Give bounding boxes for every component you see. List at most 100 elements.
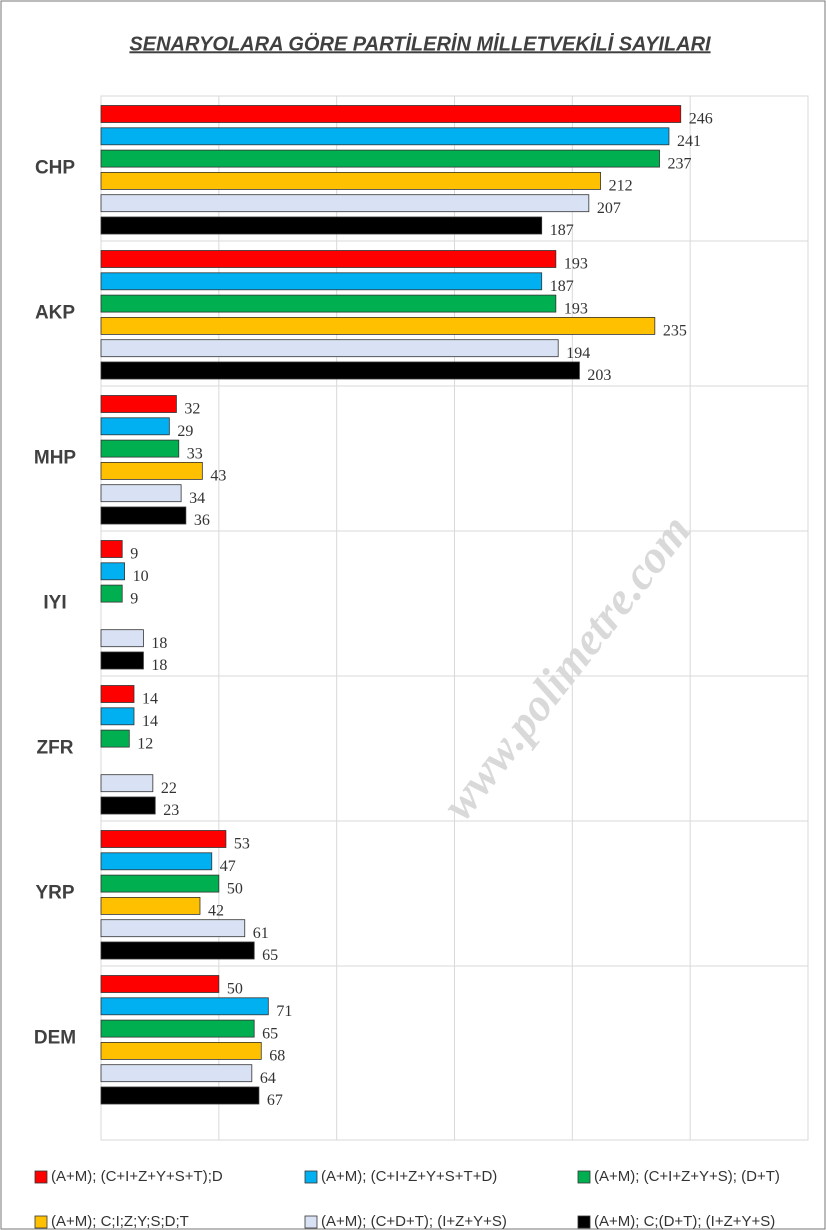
value-label: 203 (587, 367, 611, 384)
value-label: 187 (550, 278, 574, 295)
value-label: 34 (189, 490, 205, 507)
bar (100, 171, 602, 190)
bar (100, 941, 255, 960)
value-label: 65 (262, 1025, 278, 1042)
category-label: IYI (43, 593, 66, 614)
legend-swatch (304, 1170, 318, 1184)
bar (100, 830, 227, 848)
bar (100, 395, 177, 413)
bar (100, 629, 144, 648)
value-label: 246 (689, 111, 713, 128)
category-label: DEM (34, 1028, 76, 1049)
bar (100, 216, 543, 235)
bar (100, 127, 670, 146)
value-label: 22 (161, 780, 177, 797)
bar (100, 484, 182, 503)
value-label: 9 (130, 590, 138, 607)
value-label: 50 (227, 880, 243, 897)
value-label: 33 (187, 445, 203, 462)
value-label: 212 (609, 178, 633, 195)
value-label: 43 (210, 468, 226, 485)
bar (100, 975, 220, 993)
value-label: 71 (276, 1003, 292, 1020)
bar (100, 897, 201, 915)
value-label: 207 (597, 200, 621, 217)
legend-swatch (577, 1170, 591, 1184)
value-label: 193 (564, 300, 588, 317)
bar (100, 1086, 260, 1105)
value-label: 36 (194, 512, 210, 529)
value-label: 68 (269, 1048, 285, 1065)
bar (100, 439, 180, 458)
value-label: 61 (253, 925, 269, 942)
bar (100, 707, 135, 726)
bar (100, 506, 187, 525)
value-label: 18 (151, 657, 167, 674)
bar (100, 149, 660, 168)
value-label: 23 (163, 802, 179, 819)
bar (100, 584, 123, 603)
bar (100, 361, 580, 380)
bar (100, 194, 590, 213)
value-label: 237 (668, 155, 692, 172)
category-label: AKP (35, 303, 75, 324)
legend-swatch (304, 1215, 318, 1229)
value-label: 9 (130, 546, 138, 563)
bar (100, 1064, 253, 1083)
bar (100, 540, 123, 558)
legend-swatch (577, 1215, 591, 1229)
value-label: 14 (142, 691, 158, 708)
value-label: 187 (550, 222, 574, 239)
bar (100, 294, 557, 313)
value-label: 18 (151, 635, 167, 652)
value-label: 29 (177, 423, 193, 440)
value-label: 47 (220, 858, 236, 875)
legend-label: (A+M); (C+D+T); (I+Z+Y+S) (321, 1213, 507, 1230)
value-label: 64 (260, 1070, 276, 1087)
bar (100, 250, 557, 268)
bar (100, 874, 220, 893)
legend-label: (A+M); C;(D+T); (I+Z+Y+S) (594, 1213, 775, 1230)
bar (100, 339, 559, 358)
bar (100, 685, 135, 703)
category-label: YRP (35, 883, 74, 904)
legend-swatch (34, 1170, 48, 1184)
bar (100, 729, 130, 748)
bar (100, 272, 543, 291)
value-label: 241 (677, 133, 701, 150)
bar (100, 852, 213, 871)
bar (100, 651, 144, 670)
chart-title: SENARYOLARA GÖRE PARTİLERİN MİLLETVEKİLİ… (129, 32, 711, 55)
bar (100, 1019, 255, 1038)
bar (100, 562, 125, 581)
category-label: MHP (34, 448, 77, 469)
value-label: 65 (262, 947, 278, 964)
value-label: 10 (133, 568, 149, 585)
bar (100, 1042, 262, 1060)
value-label: 14 (142, 713, 158, 730)
bar (100, 919, 246, 938)
value-label: 67 (267, 1092, 283, 1109)
category-label: ZFR (37, 738, 74, 759)
legend-label: (A+M); (C+I+Z+Y+S); (D+T) (594, 1168, 780, 1185)
bar (100, 417, 170, 436)
value-label: 193 (564, 256, 588, 273)
bar (100, 997, 269, 1016)
value-label: 50 (227, 981, 243, 998)
legend-label: (A+M); C;I;Z;Y;S;D;T (51, 1213, 189, 1230)
value-label: 53 (234, 836, 250, 853)
legend-label: (A+M); (C+I+Z+Y+S+T+D) (321, 1168, 497, 1185)
legend-swatch (34, 1215, 48, 1229)
value-label: 42 (208, 903, 224, 920)
value-label: 194 (566, 345, 590, 362)
value-label: 32 (184, 401, 200, 418)
bar (100, 774, 154, 793)
legend-label: (A+M); (C+I+Z+Y+S+T);D (51, 1168, 223, 1185)
bar (100, 105, 682, 123)
bar (100, 461, 203, 480)
value-label: 12 (137, 735, 153, 752)
bar (100, 316, 656, 335)
bar (100, 796, 156, 815)
value-label: 235 (663, 323, 687, 340)
